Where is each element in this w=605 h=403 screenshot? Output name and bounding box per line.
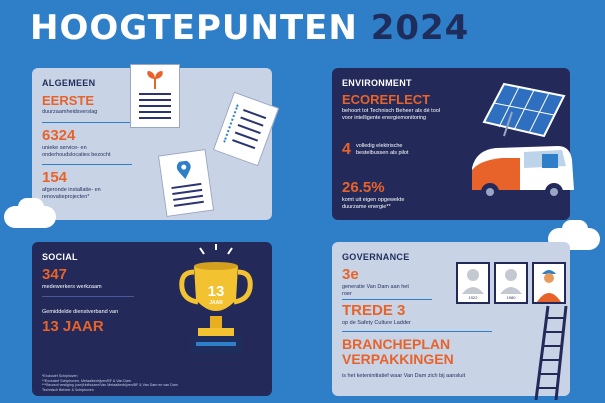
- algemeen-value-1: EERSTE: [42, 93, 95, 108]
- environment-label-2: volledig elektrische bestelbussen als pi…: [356, 143, 409, 156]
- environment-heading: ENVIRONMENT: [342, 78, 412, 88]
- divider: [42, 164, 132, 165]
- trophy-number: 13: [207, 283, 225, 300]
- governance-card: GOVERNANCE 3e generatie Van Dam aan het …: [332, 242, 570, 396]
- social-value-2: 13 JAAR: [42, 318, 104, 335]
- algemeen-value-2: 6324: [42, 127, 76, 144]
- portrait-current: [532, 262, 566, 304]
- worker-icon: [537, 270, 561, 302]
- governance-label-1: generatie Van Dam aan het roer: [342, 284, 409, 297]
- social-value-1: 347: [42, 266, 68, 283]
- map-pin-icon: [176, 160, 191, 180]
- governance-heading: GOVERNANCE: [342, 252, 410, 262]
- footnote: ***Beursof vestiging (van)Hofhuizen/Van …: [42, 383, 178, 393]
- solar-panel-icon: [482, 82, 566, 138]
- document-plant-icon: [130, 64, 180, 128]
- title-part2: 2024: [370, 8, 470, 48]
- environment-label-1: behoort tot Technisch Beheer als dé tool…: [342, 108, 441, 121]
- social-label-1: medewerkers werkzaam: [42, 284, 102, 290]
- governance-value-3a: BRANCHEPLAN: [342, 336, 451, 352]
- page-title: HOOGTEPUNTEN 2024: [30, 8, 469, 48]
- divider: [342, 331, 492, 332]
- governance-label-3: is het keteninitiatief waar Van Dam zich…: [342, 373, 466, 379]
- portrait-year: 1922: [468, 295, 478, 300]
- footnote: **Exclusief Schiphoven, Metaalbedrijven/…: [42, 378, 132, 383]
- ladder-icon: [534, 305, 568, 400]
- algemeen-label-1: duurzaamheidsverslag: [42, 109, 98, 115]
- electric-van-icon: [472, 146, 574, 201]
- governance-value-1: 3e: [342, 266, 359, 283]
- footnote: *Exclusief Schiphoven: [42, 374, 78, 378]
- cloud-decoration: [562, 220, 588, 238]
- environment-value-3: 26.5%: [342, 179, 385, 196]
- algemeen-value-3: 154: [42, 169, 68, 186]
- algemeen-label-3: afgeronde installatie- en renovatieproje…: [42, 187, 101, 200]
- environment-label-3: komt uit eigen opgewekte duurzame energi…: [342, 197, 405, 210]
- footnotes: *Exclusief Schiphoven **Exclusief Schiph…: [42, 374, 192, 393]
- title-part1: HOOGTEPUNTEN: [30, 8, 358, 48]
- divider: [42, 296, 134, 297]
- plant-icon: [147, 71, 163, 89]
- social-label-2: Gemiddelde dienstverband van: [42, 309, 119, 315]
- portrait-year: 1980: [506, 295, 516, 300]
- document-location-icon: [157, 148, 215, 218]
- algemeen-label-2: unieke service- en onderhoudslocaties be…: [42, 145, 111, 158]
- social-heading: SOCIAL: [42, 252, 78, 262]
- person-icon: [462, 269, 484, 294]
- algemeen-heading: ALGEMEEN: [42, 78, 96, 88]
- environment-value-1: ECOREFLECT: [342, 92, 431, 107]
- divider: [342, 299, 432, 300]
- person-icon: [500, 269, 522, 294]
- cloud-decoration: [18, 198, 44, 216]
- trophy-unit: JAAR: [209, 300, 223, 306]
- portrait-1980: 1980: [494, 262, 528, 304]
- governance-label-2: op de Safety Culture Ladder: [342, 320, 411, 326]
- environment-value-2: 4: [342, 141, 351, 158]
- governance-value-2: TREDE 3: [342, 302, 406, 319]
- trophy-icon: [179, 244, 253, 354]
- governance-value-3b: VERPAKKINGEN: [342, 351, 454, 367]
- divider: [42, 122, 132, 123]
- portrait-1922: 1922: [456, 262, 490, 304]
- cloud-decoration: [4, 206, 56, 228]
